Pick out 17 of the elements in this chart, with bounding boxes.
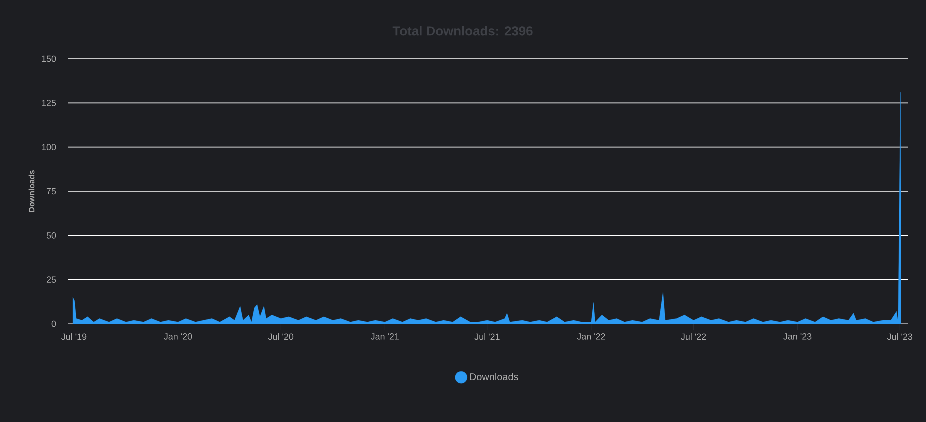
x-tick-label: Jul '22 — [681, 334, 706, 340]
y-tick-label: 25 — [46, 276, 56, 284]
x-tick-label: Jan '23 — [784, 334, 812, 340]
y-tick-label: 50 — [46, 232, 56, 239]
x-tick-label: Jan '22 — [577, 334, 606, 340]
y-tick-label: 125 — [42, 100, 56, 106]
x-tick-label: Jul '23 — [887, 334, 913, 340]
y-tick-label: 75 — [46, 188, 56, 195]
x-tick-label: Jul '20 — [268, 334, 294, 340]
y-tick-label: 100 — [42, 144, 56, 151]
legend-label: Downloads — [470, 373, 518, 381]
y-tick-label: 150 — [42, 56, 56, 62]
x-tick-label: Jul '21 — [474, 334, 500, 340]
y-tick-label: 0 — [52, 320, 56, 328]
x-tick-label: Jan '21 — [370, 334, 399, 340]
x-tick-label: Jan '20 — [164, 334, 192, 340]
x-tick-label: Jul '19 — [62, 334, 87, 340]
